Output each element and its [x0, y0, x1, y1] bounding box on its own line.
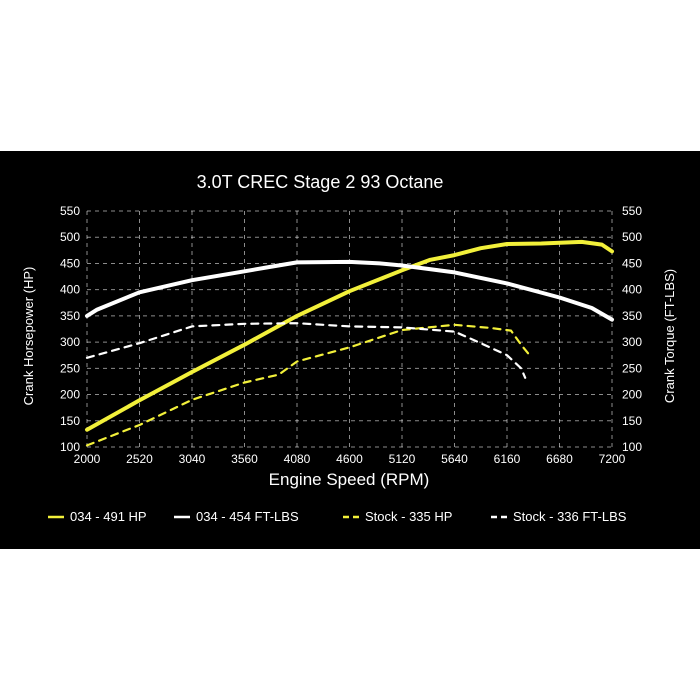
y-right-tick-label: 150: [622, 414, 642, 428]
legend-item-1: 034 - 491 HP: [48, 509, 147, 524]
y-right-tick-label: 550: [622, 204, 642, 218]
y-left-tick-label: 200: [60, 388, 80, 402]
legend-item-2: 034 - 454 FT-LBS: [174, 509, 299, 524]
x-tick-label: 3560: [231, 452, 258, 466]
y-right-tick-label: 100: [622, 440, 642, 454]
x-tick-label: 4080: [284, 452, 311, 466]
y-left-tick-label: 100: [60, 440, 80, 454]
y-left-tick-label: 450: [60, 256, 80, 270]
legend-label: Stock - 335 HP: [365, 509, 452, 524]
dyno-chart: 3.0T CREC Stage 2 93 Octane 2000 2520 3040…: [21, 172, 677, 524]
x-tick-label: 2000: [74, 452, 101, 466]
y-left-tick-label: 150: [60, 414, 80, 428]
y-axis-right-label: Crank Torque (FT-LBS): [662, 269, 677, 403]
y-right-tick-label: 500: [622, 230, 642, 244]
legend-label: Stock - 336 FT-LBS: [513, 509, 627, 524]
legend-item-4: Stock - 336 FT-LBS: [491, 509, 627, 524]
x-tick-label: 5120: [389, 452, 416, 466]
y-left-tick-label: 250: [60, 361, 80, 375]
legend-label: 034 - 454 FT-LBS: [196, 509, 299, 524]
y-axis-left-label: Crank Horsepower (HP): [21, 267, 36, 406]
x-tick-label: 6680: [546, 452, 573, 466]
x-tick-label: 3040: [179, 452, 206, 466]
series-line-1: [85, 239, 614, 432]
series-line-4: [85, 322, 527, 379]
series-line-2: [85, 259, 614, 322]
y-left-tick-label: 300: [60, 335, 80, 349]
x-tick-label: 5640: [441, 452, 468, 466]
y-left-tick-label: 550: [60, 204, 80, 218]
y-left-tick-label: 400: [60, 283, 80, 297]
legend-item-3: Stock - 335 HP: [343, 509, 452, 524]
x-tick-label: 2520: [126, 452, 153, 466]
x-axis-label: Engine Speed (RPM): [269, 470, 430, 489]
series-line-3: [85, 323, 531, 447]
y-left-tick-label: 500: [60, 230, 80, 244]
y-left-tick-label: 350: [60, 309, 80, 323]
x-tick-label: 4600: [336, 452, 363, 466]
y-right-tick-label: 350: [622, 309, 642, 323]
x-tick-label: 6160: [494, 452, 521, 466]
chart-title: 3.0T CREC Stage 2 93 Octane: [197, 172, 444, 192]
y-right-tick-label: 200: [622, 388, 642, 402]
legend-label: 034 - 491 HP: [70, 509, 147, 524]
y-right-tick-label: 250: [622, 361, 642, 375]
y-right-tick-label: 400: [622, 283, 642, 297]
x-tick-label: 7200: [599, 452, 626, 466]
y-right-tick-label: 450: [622, 256, 642, 270]
y-right-tick-label: 300: [622, 335, 642, 349]
